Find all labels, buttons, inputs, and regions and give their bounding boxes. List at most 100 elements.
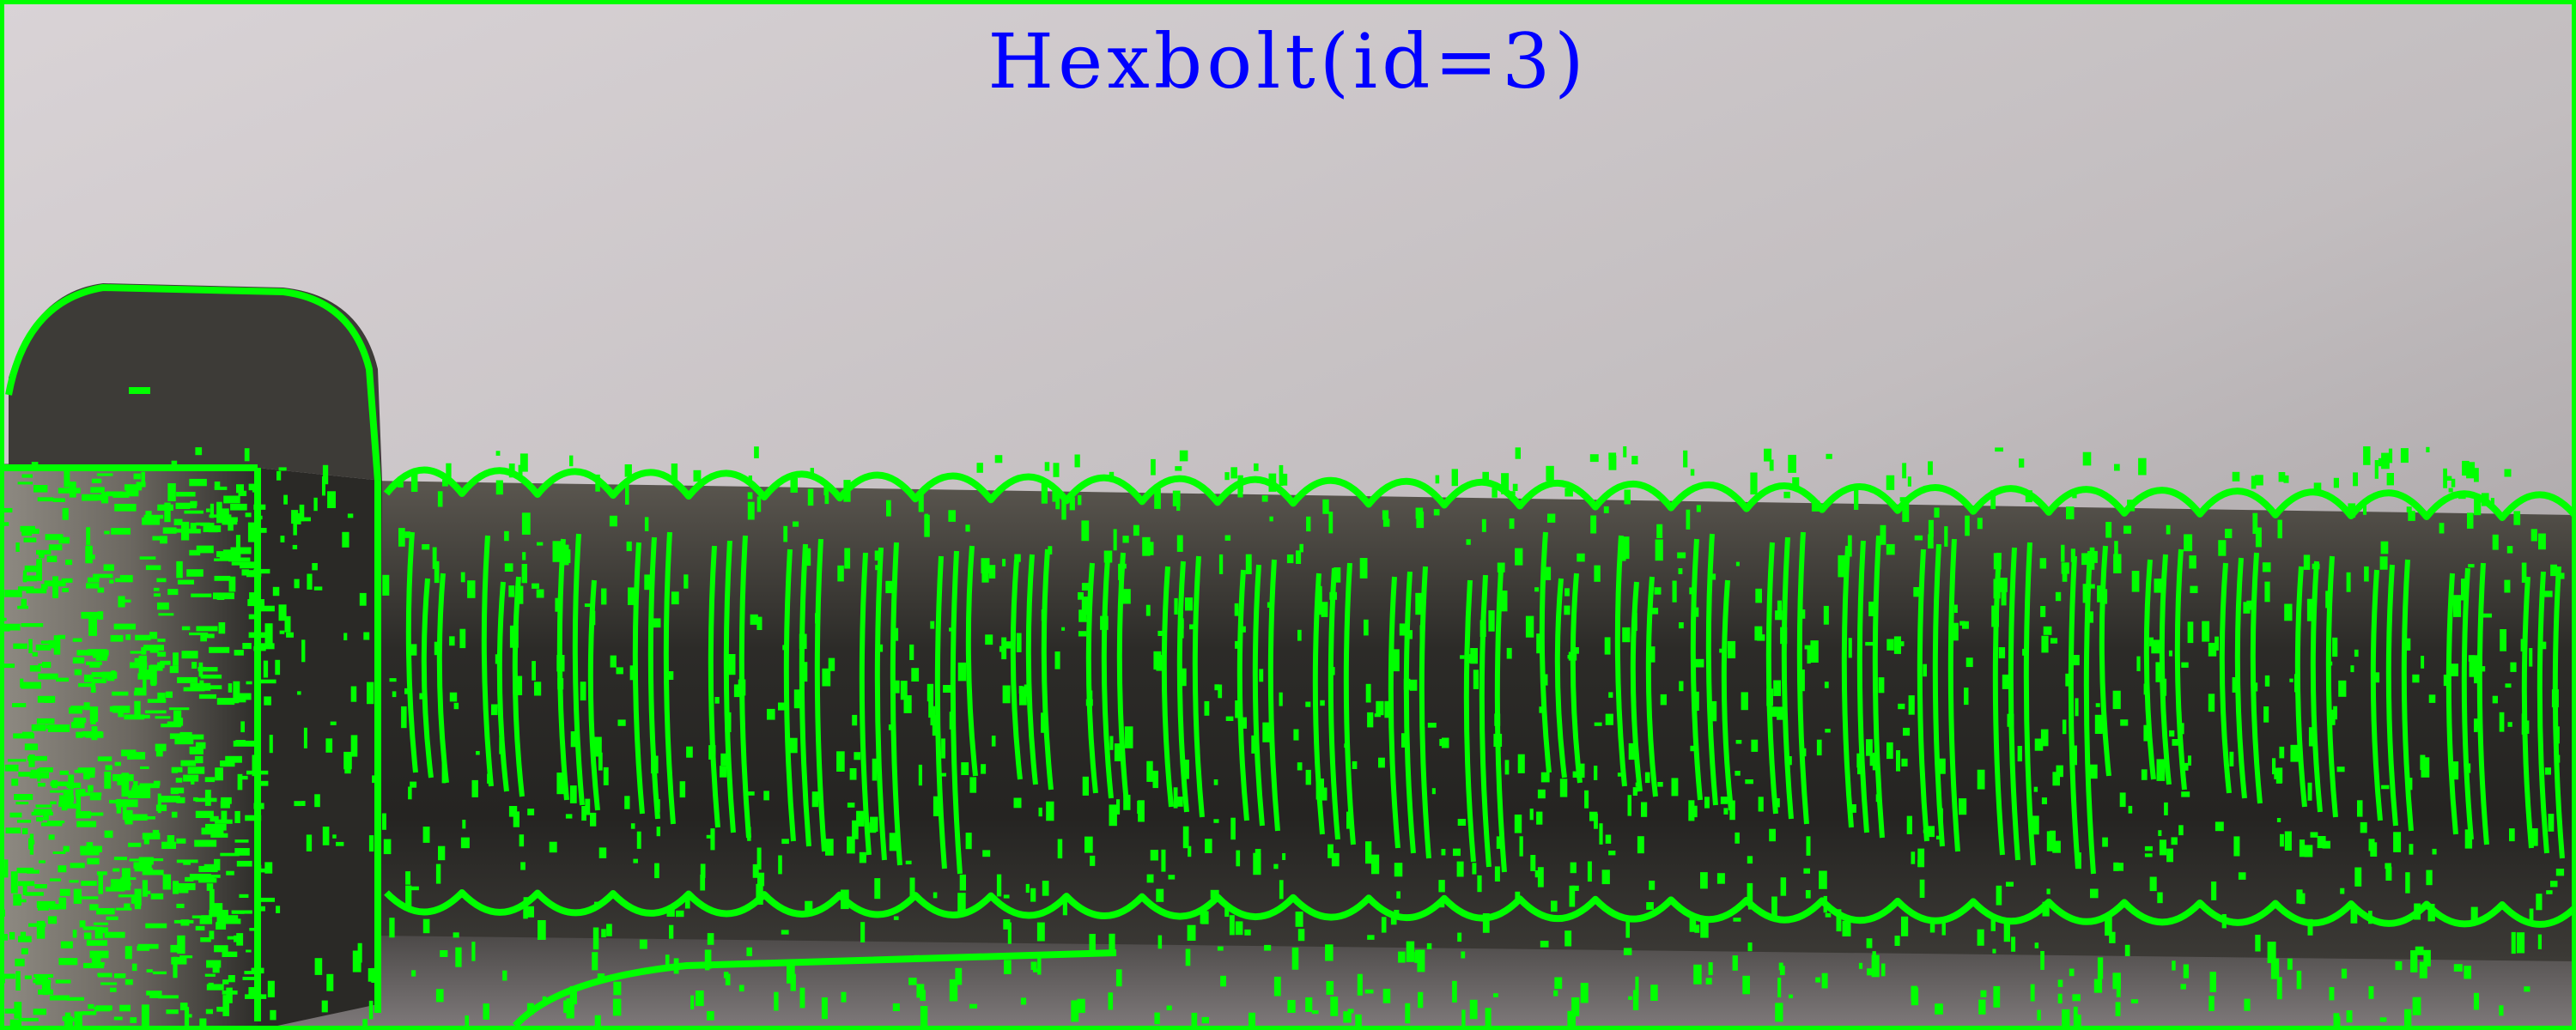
head-texture-edge [22,575,40,579]
edge-speckle [2046,888,2050,894]
head-texture-edge [28,923,46,927]
head-texture-edge [258,897,275,902]
edge-speckle [598,847,607,858]
edge-speckle [1751,739,1759,752]
head-texture-edge [83,962,105,969]
edge-speckle [1438,880,1445,893]
head-texture-edge [240,561,257,569]
edge-speckle [2406,638,2411,651]
edge-speckle [86,527,91,545]
edge-speckle [2470,906,2478,922]
head-texture-edge [97,756,112,761]
edge-speckle [2464,966,2471,979]
head-texture-edge [170,944,182,953]
head-texture-edge [205,1009,213,1015]
head-texture-edge [38,989,54,995]
edge-speckle [58,897,67,910]
edge-speckle [2052,772,2060,786]
head-texture-edge [195,875,208,879]
edge-speckle [1317,585,1322,605]
head-texture-edge [133,862,150,869]
edge-speckle [1364,989,1374,994]
edge-speckle [2400,448,2409,464]
head-texture-edge [144,890,151,894]
edge-speckle [2166,848,2173,863]
edge-speckle [2474,718,2478,732]
edge-speckle [1343,1011,1352,1023]
edge-speckle [121,772,130,792]
edge-speckle [1052,490,1059,502]
edge-speckle [405,871,410,885]
edge-speckle [2057,979,2063,987]
edge-speckle [1801,748,1807,757]
edge-speckle [2209,972,2216,992]
edge-speckle [1692,691,1699,711]
head-texture-edge [134,868,154,872]
edge-speckle [1016,633,1022,652]
edge-speckle [1041,712,1045,733]
edge-speckle [684,899,690,909]
edge-speckle [1237,475,1243,498]
edge-speckle [522,552,526,560]
edge-speckle [2546,890,2553,894]
edge-speckle [1001,637,1007,660]
edge-speckle [1605,834,1612,844]
edge-speckle [1747,888,1753,910]
thread-flank-edge [874,547,887,861]
edge-speckle [1903,727,1911,736]
edge-speckle [491,704,498,716]
edge-speckle [1810,640,1819,663]
edge-speckle [959,874,966,891]
edge-speckle [630,823,635,829]
edge-speckle [617,719,626,726]
head-texture-edge [86,583,100,589]
edge-speckle [1279,464,1284,487]
edge-speckle [2333,1013,2340,1030]
head-texture-edge [222,951,238,957]
head-texture-edge [175,502,197,509]
edge-speckle [435,989,444,1003]
head-texture-edge [135,634,151,641]
head-texture-edge [142,517,161,525]
edge-speckle [2252,512,2258,534]
edge-speckle [595,474,600,492]
edge-speckle [2407,778,2413,791]
edge-speckle [1854,489,1859,510]
edge-speckle [2451,761,2459,780]
edge-speckle [1330,997,1339,1016]
edge-speckle [2294,674,2300,693]
edge-speckle [1328,512,1334,534]
edge-speckle [122,799,127,820]
edge-speckle [1137,800,1144,815]
head-texture-edge [91,478,102,483]
edge-speckle [1061,627,1066,631]
head-texture-edge [124,817,130,822]
thread-flank-edge [587,579,600,811]
edge-speckle [1180,668,1187,687]
edge-speckle [624,796,630,809]
edge-speckle [2276,977,2282,1000]
head-texture-edge [76,650,93,656]
edge-speckle [2114,464,2120,471]
edge-speckle [520,862,526,870]
edge-speckle [1004,960,1012,974]
head-texture-edge [121,790,131,797]
edge-speckle [1649,608,1659,615]
edge-speckle [2280,833,2284,847]
head-texture-edge [157,602,169,610]
edge-speckle [235,535,240,555]
edge-speckle [859,851,866,863]
head-texture-edge [176,492,196,497]
edge-speckle [2409,844,2414,855]
edge-speckle [2379,556,2388,570]
edge-speckle [594,1015,601,1027]
edge-speckle [299,504,305,522]
edge-speckle [1656,524,1663,538]
head-texture-edge [153,593,161,597]
edge-speckle [2066,506,2075,520]
edge-speckle [671,464,678,483]
edge-speckle [1224,906,1230,918]
head-texture-edge [104,530,110,535]
edge-speckle [1906,815,1912,834]
edge-speckle [537,542,544,546]
